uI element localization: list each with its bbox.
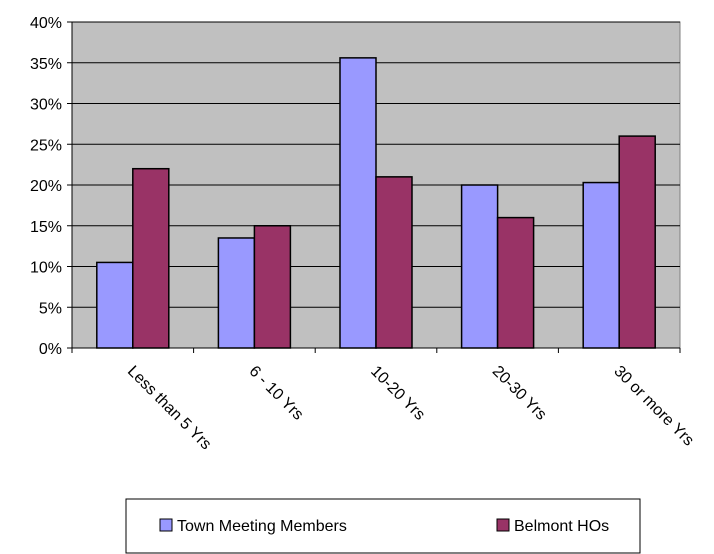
y-tick-label: 10% <box>30 260 62 277</box>
legend: Town Meeting Members Belmont HOs <box>125 498 641 554</box>
bar-belmont-hos-10-20-yrs <box>375 176 413 349</box>
x-tick-label: 20-30 Yrs <box>489 363 550 424</box>
bar-town-meeting-members-6-10-yrs <box>217 237 256 349</box>
x-tick-label: 6 - 10 Yrs <box>246 363 307 424</box>
bar-town-meeting-members-less-than-5-yrs <box>96 261 134 349</box>
bar-town-meeting-members-20-30-yrs <box>460 184 499 349</box>
y-tick-label: 5% <box>39 300 62 317</box>
y-tick-label: 35% <box>30 56 62 73</box>
y-tick-label: 0% <box>39 341 62 358</box>
y-tick-label: 20% <box>30 178 62 195</box>
legend-label-belmont-hos: Belmont HOs <box>514 518 609 535</box>
legend-label-town-meeting-members: Town Meeting Members <box>177 518 347 535</box>
bar-belmont-hos-30-or-more-yrs <box>618 135 656 349</box>
legend-box <box>125 498 641 554</box>
y-tick-label: 15% <box>30 219 62 236</box>
y-tick-label: 30% <box>30 97 62 114</box>
x-tick-label: Less than 5 Yrs <box>124 363 214 453</box>
bars <box>96 57 656 349</box>
x-tick-label: 10-20 Yrs <box>367 363 428 424</box>
bar-town-meeting-members-30-or-more-yrs <box>582 181 620 349</box>
y-tick-label: 40% <box>30 15 62 32</box>
y-tick-label: 25% <box>30 137 62 154</box>
axes <box>67 21 681 353</box>
bar-belmont-hos-6-10-yrs <box>253 225 292 349</box>
bar-belmont-hos-20-30-yrs <box>496 216 535 349</box>
x-axis-ticks: Less than 5 Yrs 6 - 10 Yrs 10-20 Yrs 20-30 … <box>124 363 697 453</box>
y-axis-ticks: 0% 5% 10% 15% 20% 25% 30% 35% 40% <box>30 15 62 358</box>
bar-town-meeting-members-10-20-yrs <box>339 57 377 349</box>
bar-belmont-hos-less-than-5-yrs <box>132 167 170 349</box>
legend-swatch-belmont-hos <box>496 518 510 532</box>
legend-swatch-town-meeting-members <box>159 518 173 532</box>
x-tick-label: 30 or more Yrs <box>610 363 697 450</box>
